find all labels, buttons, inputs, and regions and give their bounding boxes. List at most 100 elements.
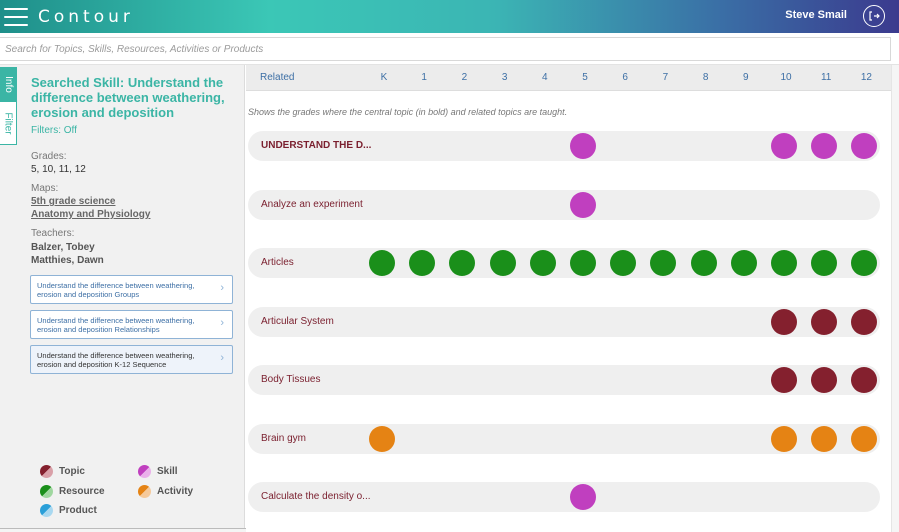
user-name[interactable]: Steve Smail	[785, 9, 847, 21]
groups-button[interactable]: Understand the difference between weathe…	[30, 275, 233, 304]
grade-dot-resource[interactable]	[610, 250, 637, 276]
grade-dot-resource[interactable]	[650, 250, 677, 276]
grade-dot-topic[interactable]	[811, 367, 838, 393]
k12-sequence-button[interactable]: Understand the difference between weathe…	[30, 345, 233, 374]
map-link[interactable]: Anatomy and Physiology	[31, 209, 151, 220]
topic-row[interactable]: Brain gym	[248, 423, 880, 454]
topic-row[interactable]: Analyze an experiment	[248, 189, 880, 220]
grade-dot-topic[interactable]	[771, 308, 797, 335]
grade-dot-activity[interactable]	[771, 425, 797, 452]
search-bar	[0, 33, 899, 65]
grade-dot-topic[interactable]	[851, 367, 878, 393]
grade-dot-resource[interactable]	[369, 250, 395, 276]
tab-filter[interactable]: Filter	[0, 101, 17, 145]
menu-icon[interactable]	[4, 7, 28, 26]
chevron-right-icon: ›	[220, 352, 224, 364]
grade-column-header: 5	[582, 72, 588, 83]
legend-activity: Activity	[138, 485, 193, 498]
relationships-button-label: Understand the difference between weathe…	[37, 316, 195, 334]
topic-row[interactable]: Articular System	[248, 306, 880, 337]
teachers-label: Teachers:	[31, 228, 75, 239]
skill-swatch-icon	[138, 465, 151, 478]
topic-row[interactable]: Calculate the density o...	[248, 482, 880, 512]
activity-swatch-icon	[138, 485, 151, 498]
grade-dot-resource[interactable]	[489, 250, 516, 276]
resource-swatch-icon	[40, 485, 53, 498]
grade-dot-resource[interactable]	[771, 250, 797, 276]
tab-info[interactable]: Info	[0, 67, 17, 101]
maps-label: Maps:	[31, 183, 59, 194]
grade-dot-skill[interactable]	[851, 133, 878, 159]
grade-column-header: 6	[622, 72, 628, 83]
grade-dot-activity[interactable]	[369, 425, 395, 452]
k12-sequence-button-label: Understand the difference between weathe…	[37, 351, 195, 369]
grade-column-header: 11	[820, 72, 832, 83]
topic-swatch-icon	[40, 465, 53, 478]
vertical-scrollbar[interactable]	[891, 65, 899, 532]
grade-dot-activity[interactable]	[851, 425, 878, 452]
grade-dot-resource[interactable]	[690, 250, 717, 276]
grade-column-header: 1	[421, 72, 427, 83]
grade-dot-resource[interactable]	[570, 250, 596, 276]
grade-dot-resource[interactable]	[730, 250, 757, 276]
logout-icon[interactable]	[863, 5, 885, 27]
grade-dot-topic[interactable]	[771, 367, 797, 393]
legend-resource: Resource	[40, 485, 105, 498]
grade-column-header: 7	[662, 72, 669, 83]
topic-label[interactable]: Body Tissues	[261, 374, 321, 385]
grade-dot-activity[interactable]	[811, 425, 838, 452]
topic-label[interactable]: Analyze an experiment	[261, 198, 363, 210]
grade-dot-resource[interactable]	[851, 250, 878, 276]
legend-skill: Skill	[138, 465, 178, 478]
legend-topic: Topic	[40, 465, 85, 478]
teacher-name: Balzer, Tobey	[31, 242, 95, 253]
topic-label[interactable]: Brain gym	[261, 432, 307, 444]
topic-label[interactable]: UNDERSTAND THE D...	[261, 140, 372, 151]
grade-dot-topic[interactable]	[811, 308, 838, 335]
grade-column-header: 3	[501, 72, 508, 83]
grade-dot-resource[interactable]	[409, 250, 436, 276]
chevron-right-icon: ›	[220, 282, 224, 294]
app-brand: Contour	[38, 6, 134, 27]
grade-column-header: K	[380, 72, 388, 83]
grades-label: Grades:	[31, 151, 67, 162]
grades-value: 5, 10, 11, 12	[31, 164, 86, 175]
topic-label[interactable]: Articles	[261, 257, 294, 268]
grade-dot-resource[interactable]	[449, 250, 476, 276]
grade-column-header: 12	[860, 72, 872, 83]
groups-button-label: Understand the difference between weathe…	[37, 281, 195, 299]
chevron-right-icon: ›	[220, 317, 224, 329]
map-link[interactable]: 5th grade science	[31, 196, 116, 207]
info-panel: Info Filter Searched Skill: Understand t…	[0, 65, 245, 532]
product-swatch-icon	[40, 504, 53, 517]
related-column-header: Related	[260, 72, 295, 83]
topic-label[interactable]: Calculate the density o...	[261, 491, 371, 502]
relationships-button[interactable]: Understand the difference between weathe…	[30, 310, 233, 339]
app-header: Contour Steve Smail	[0, 0, 899, 33]
filters-status: Filters: Off	[31, 125, 77, 136]
grade-dot-skill[interactable]	[570, 133, 596, 159]
grade-dot-skill[interactable]	[771, 133, 797, 159]
grade-header-row: Related K 1 2 3 4 5 6 7 8 9 10 11 12	[246, 65, 899, 91]
search-input[interactable]	[0, 37, 891, 61]
grid-description: Shows the grades where the central topic…	[248, 107, 568, 117]
topic-row[interactable]: UNDERSTAND THE D...	[248, 131, 880, 161]
grade-dot-skill[interactable]	[570, 484, 596, 510]
topic-label[interactable]: Articular System	[261, 315, 334, 327]
teacher-name: Matthies, Dawn	[31, 255, 104, 266]
k12-sequence-grid: Related K 1 2 3 4 5 6 7 8 9 10 11 12 Shows the grade…	[246, 65, 899, 532]
grade-dot-skill[interactable]	[570, 191, 596, 218]
grade-column-header: 9	[743, 72, 749, 83]
grade-dot-resource[interactable]	[811, 250, 838, 276]
grade-column-header: 10	[780, 72, 792, 83]
grade-dot-topic[interactable]	[851, 308, 878, 335]
grade-column-header: 2	[461, 72, 468, 83]
grade-dot-skill[interactable]	[811, 133, 838, 159]
grade-column-header: 8	[702, 72, 709, 83]
grade-column-header: 4	[542, 72, 548, 83]
searched-skill-title: Searched Skill: Understand the differenc…	[31, 75, 225, 120]
grade-dot-resource[interactable]	[529, 250, 556, 276]
legend-product: Product	[40, 504, 97, 517]
topic-row[interactable]: Articles	[248, 248, 880, 278]
topic-row[interactable]: Body Tissues	[248, 365, 880, 395]
